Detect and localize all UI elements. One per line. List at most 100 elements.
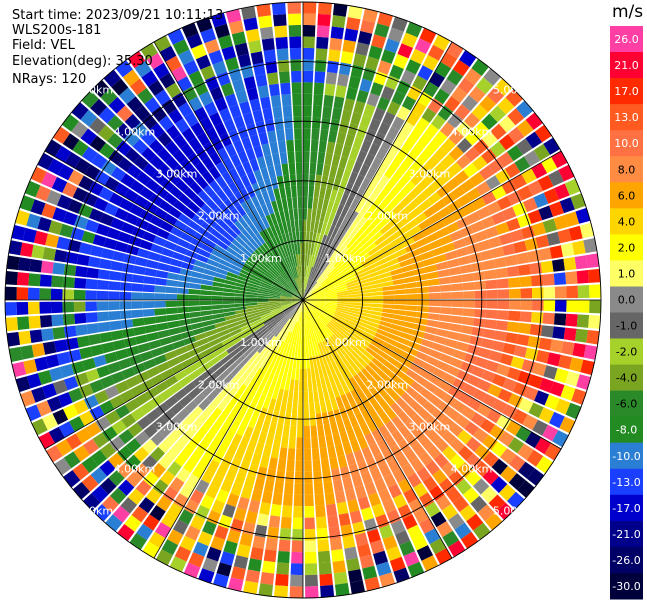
- velocity-gate: [211, 286, 224, 292]
- velocity-gate: [300, 300, 303, 312]
- velocity-gate: [442, 214, 456, 227]
- velocity-gate: [5, 271, 18, 285]
- velocity-gate: [403, 405, 417, 419]
- velocity-gate: [210, 12, 227, 28]
- colorbar-swatch: [610, 312, 643, 339]
- velocity-gate: [299, 300, 303, 312]
- velocity-gate: [174, 546, 192, 562]
- velocity-gate: [317, 198, 324, 211]
- velocity-gate: [426, 355, 440, 367]
- velocity-gate: [303, 297, 315, 300]
- velocity-gate: [332, 178, 342, 191]
- velocity-gate: [54, 339, 68, 353]
- velocity-gate: [164, 213, 178, 226]
- velocity-gate: [139, 186, 154, 201]
- velocity-gate: [383, 360, 396, 372]
- velocity-gate: [97, 279, 110, 290]
- velocity-gate: [310, 243, 315, 256]
- velocity-gate: [298, 391, 303, 404]
- velocity-gate: [211, 137, 224, 152]
- velocity-gate: [474, 309, 487, 318]
- velocity-gate: [284, 482, 294, 495]
- velocity-gate: [392, 384, 406, 397]
- velocity-gate: [476, 403, 492, 418]
- velocity-gate: [245, 297, 258, 300]
- velocity-gate: [422, 225, 436, 237]
- velocity-gate: [414, 212, 428, 225]
- azimuth-spoke: [302, 150, 562, 301]
- velocity-gate: [133, 446, 149, 463]
- velocity-gate: [360, 190, 371, 204]
- velocity-gate: [141, 114, 158, 130]
- velocity-gate: [326, 503, 338, 517]
- velocity-gate: [345, 316, 357, 323]
- velocity-gate: [359, 78, 373, 93]
- velocity-gate: [220, 478, 234, 493]
- velocity-gate: [172, 251, 185, 261]
- velocity-gate: [303, 300, 305, 312]
- colorbar-tick-label: 17.0: [614, 85, 639, 98]
- velocity-gate: [229, 104, 242, 119]
- velocity-gate: [242, 161, 253, 175]
- velocity-gate: [325, 303, 337, 307]
- velocity-gate: [417, 293, 430, 300]
- velocity-gate: [324, 492, 336, 505]
- colorbar-tick-label: 6.0: [618, 189, 636, 202]
- velocity-gate: [268, 457, 278, 470]
- velocity-gate: [425, 326, 438, 335]
- velocity-gate: [483, 451, 499, 468]
- velocity-gate: [429, 485, 445, 501]
- velocity-gate: [303, 208, 308, 220]
- velocity-gate: [270, 225, 278, 238]
- velocity-gate: [249, 134, 261, 148]
- velocity-gate: [15, 210, 30, 226]
- velocity-gate: [272, 338, 281, 350]
- velocity-gate: [386, 356, 400, 367]
- velocity-gate: [386, 258, 399, 267]
- velocity-gate: [262, 315, 274, 323]
- velocity-gate: [332, 560, 346, 574]
- velocity-gate: [187, 243, 201, 254]
- velocity-gate: [365, 194, 377, 207]
- velocity-gate: [335, 443, 345, 457]
- velocity-gate: [108, 301, 120, 311]
- velocity-gate: [129, 533, 147, 550]
- velocity-gate: [344, 133, 355, 147]
- velocity-gate: [404, 282, 417, 289]
- velocity-gate: [16, 287, 29, 300]
- velocity-gate: [367, 227, 380, 239]
- velocity-gate: [342, 39, 356, 53]
- velocity-gate: [437, 321, 451, 330]
- velocity-gate: [283, 209, 290, 222]
- velocity-gate: [125, 438, 142, 454]
- velocity-gate: [163, 192, 178, 206]
- velocity-gate: [376, 96, 391, 111]
- velocity-gate: [178, 102, 193, 118]
- velocity-gate: [439, 314, 452, 323]
- velocity-gate: [372, 107, 386, 122]
- velocity-gate: [310, 344, 315, 357]
- velocity-gate: [361, 446, 373, 460]
- velocity-gate: [232, 79, 246, 93]
- velocity-gate: [167, 356, 181, 368]
- velocity-gate: [356, 216, 368, 229]
- velocity-gate: [153, 354, 167, 366]
- velocity-gate: [295, 300, 303, 309]
- velocity-gate: [298, 208, 303, 220]
- velocity-gate: [201, 385, 214, 398]
- velocity-gate: [99, 212, 114, 227]
- velocity-gate: [307, 310, 314, 321]
- velocity-gate: [181, 443, 196, 458]
- colorbar-tick-label: -17.0: [612, 502, 640, 515]
- velocity-gate: [353, 449, 365, 464]
- velocity-gate: [309, 308, 318, 319]
- velocity-gate: [292, 266, 297, 279]
- velocity-gate: [290, 220, 296, 233]
- velocity-gate: [534, 390, 550, 406]
- velocity-gate: [354, 343, 366, 354]
- velocity-gate: [286, 283, 295, 293]
- velocity-gate: [541, 325, 554, 338]
- velocity-gate: [337, 295, 349, 298]
- velocity-gate: [268, 398, 277, 411]
- velocity-gate: [148, 531, 166, 549]
